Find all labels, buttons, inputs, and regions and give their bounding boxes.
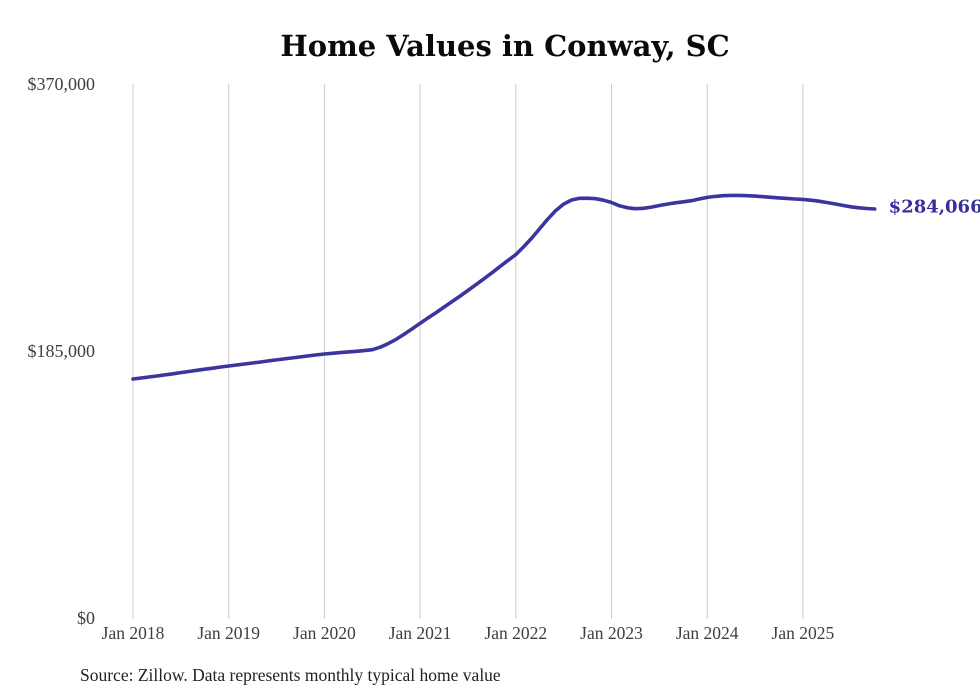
x-axis-tick-label: Jan 2019 [197, 623, 261, 643]
x-axis-tick-label: Jan 2018 [101, 623, 165, 643]
x-axis-tick-label: Jan 2022 [484, 623, 548, 643]
y-axis-tick-label: $370,000 [27, 74, 96, 95]
latest-value-label: $284,066 [888, 196, 980, 218]
x-axis-tick-label: Jan 2020 [293, 623, 356, 643]
chart-title: Home Values in Conway, SC [280, 29, 730, 63]
home-value-line [131, 193, 877, 381]
x-axis-tick-label: Jan 2025 [771, 623, 835, 643]
x-axis-tick-label: Jan 2023 [580, 623, 643, 643]
y-axis-tick-label: $0 [77, 608, 95, 629]
source-note: Source: Zillow. Data represents monthly … [80, 665, 501, 685]
y-axis-tick-label: $185,000 [27, 341, 96, 362]
x-axis-tick-label: Jan 2024 [675, 623, 739, 643]
x-axis-tick-label: Jan 2021 [388, 623, 452, 643]
